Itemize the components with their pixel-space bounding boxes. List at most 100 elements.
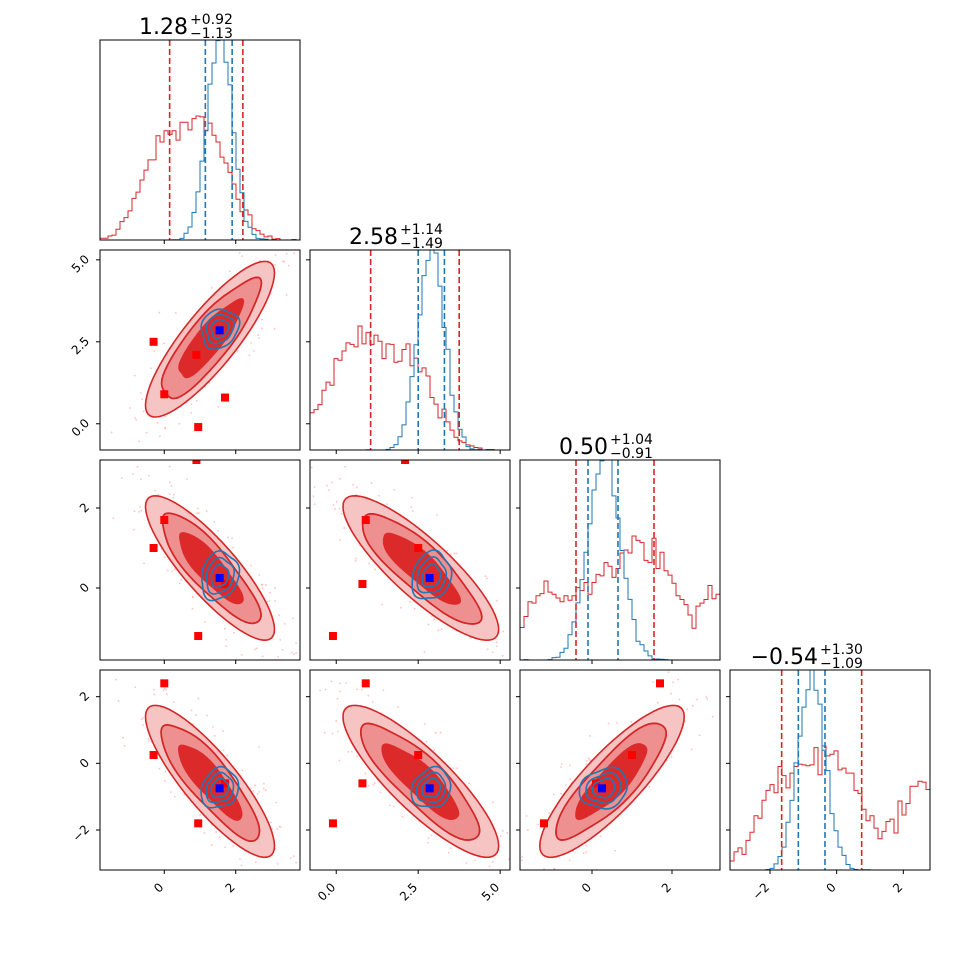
prior-sample-point [142,410,145,413]
prior-sample-point [164,770,167,773]
prior-sample-point [261,655,264,658]
prior-sample-point [292,855,295,858]
prior-sample-point [291,245,293,247]
prior-sample-point [143,562,145,565]
marginal-title-value: 2.58 [349,225,398,250]
prior-sample-point [356,688,358,691]
prior-sample-point [423,651,426,654]
prior-sample-point [560,763,563,765]
x-tick-label: 2 [659,880,674,895]
prior-sample-point [134,416,136,419]
prior-sample-point [338,759,341,762]
prior-sample-point [495,641,498,644]
prior-mode-marker [194,423,203,432]
marginal-title-lower: −1.09 [820,656,863,672]
prior-sample-point [158,311,161,314]
prior-sample-point [648,785,651,788]
prior-sample-point [250,564,253,567]
posterior-contour [205,556,236,595]
prior-sample-point [585,851,588,853]
prior-sample-point [163,342,165,345]
posterior-contour [421,777,442,799]
prior-sample-point [440,628,443,631]
prior-sample-point [541,873,543,875]
prior-sample-point [261,318,263,321]
prior-sample-point [335,500,338,503]
prior-sample-point [486,648,489,651]
prior-sample-point [285,252,288,255]
prior-sample-point [630,720,633,723]
marginal-title-lower: −1.49 [400,236,443,252]
prior-sample-point [205,510,208,512]
prior-sample-point [240,864,243,867]
prior-sample-point [206,714,208,717]
prior-sample-point [305,247,307,249]
prior-sample-point [340,512,343,515]
prior-sample-point [197,507,199,510]
prior-sample-point [425,740,428,743]
prior-sample-point [401,815,404,818]
prior-sample-point [172,496,175,499]
prior-sample-point [355,557,357,560]
prior-sample-point [585,760,588,762]
prior-sample-point [686,708,689,711]
prior-sample-point [511,624,513,626]
prior-sample-point [557,889,559,891]
prior-sample-point [516,867,518,869]
prior-sample-point [252,790,255,792]
prior-sample-point [168,465,171,468]
posterior-contour [201,549,241,602]
prior-sample-point [411,510,414,513]
prior-sample-point [607,722,610,725]
truth-marker [215,326,224,335]
prior-sample-point [279,638,282,641]
prior-sample-point [368,562,371,565]
y-tick-label: 2 [77,500,92,515]
prior-sample-point [145,431,148,434]
prior-sample-point [526,883,528,885]
prior-sample-point [511,864,513,866]
prior-sample-point [204,621,206,623]
prior-sample-point [133,374,136,377]
prior-sample-point [486,577,488,580]
panel-frame [309,249,511,451]
prior-mode-marker [361,516,370,524]
posterior-contour [205,771,235,804]
prior-sample-point [585,763,587,765]
prior-sample-point [453,552,456,555]
prior-mode-marker [149,544,158,552]
prior-sample-point [225,645,228,648]
prior-sample-point [238,251,241,254]
prior-sample-point [439,731,442,734]
prior-sample-point [183,794,186,796]
prior-sample-point [413,607,416,610]
prior-sample-point [165,688,167,691]
prior-sample-point [169,791,172,794]
prior-sample-point [274,263,276,266]
prior-mode-marker [160,516,169,524]
prior-sample-point [313,503,316,506]
prior-sample-point [491,861,494,863]
prior-sample-point [106,661,108,663]
prior-sample-point [218,836,221,838]
prior-mode-marker [160,390,169,399]
prior-sample-point [191,607,194,610]
prior-sample-point [140,478,142,481]
posterior-contour [411,549,453,600]
prior-sample-point [303,471,305,473]
posterior-contour [578,766,629,810]
prior-sample-point [397,706,399,708]
prior-sample-point [224,846,227,849]
prior-sample-point [173,701,175,703]
prior-sample-point [274,254,277,256]
prior-sample-point [449,847,452,849]
prior-sample-point [180,579,183,581]
y-tick-label: 2 [77,689,92,704]
prior-sample-point [257,334,260,337]
prior-mode-marker [149,751,158,759]
prior-sample-point [334,508,336,510]
prior-sample-point [148,740,150,742]
prior-sample-point [373,782,376,785]
prior-sample-point [530,880,532,882]
joint-panel-p2-p3 [521,671,714,891]
